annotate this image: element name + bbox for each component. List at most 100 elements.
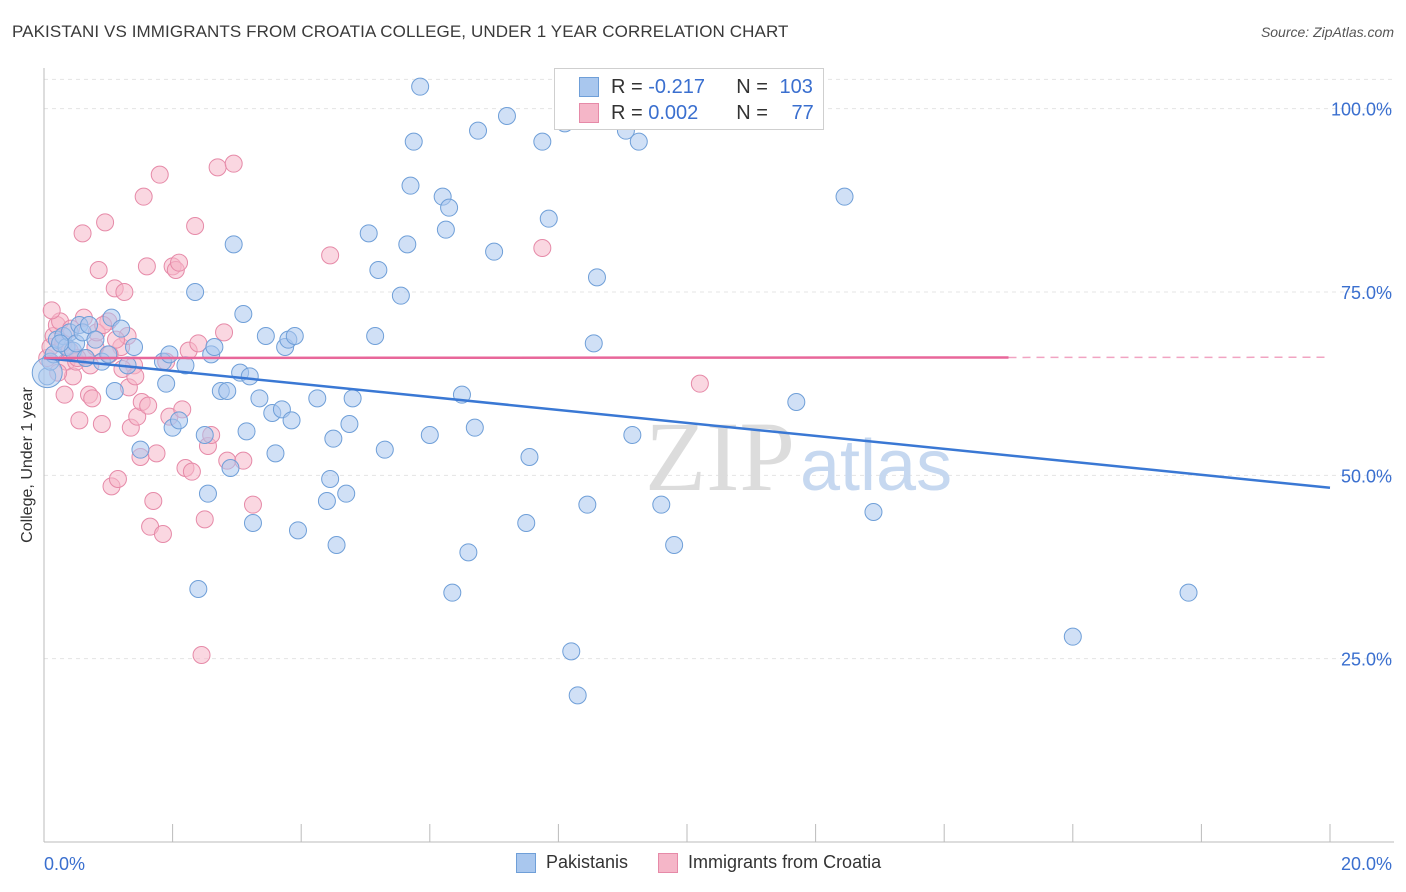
pakistani-point	[391, 286, 410, 305]
y-tick-label: 75.0%	[1341, 283, 1392, 303]
pakistani-point	[398, 235, 417, 254]
pakistani-point	[195, 426, 214, 444]
croatia-point	[182, 462, 201, 481]
pakistani-point	[465, 418, 484, 437]
pakistani-point	[539, 209, 558, 228]
croatia-point	[195, 510, 214, 529]
pakistani-point	[584, 334, 603, 353]
pakistani-point	[256, 327, 275, 345]
pakistani-point	[420, 426, 439, 444]
pakistani-point	[250, 389, 269, 408]
pakistani-point	[787, 393, 806, 411]
pakistani-point	[568, 686, 587, 705]
legend-swatch-blue	[579, 77, 599, 97]
watermark-atlas: atlas	[800, 426, 952, 506]
pakistani-point	[112, 319, 131, 338]
pakistani-point	[125, 338, 144, 356]
y-tick-label: 50.0%	[1341, 466, 1392, 486]
legend-r-value: 0.002	[648, 101, 699, 124]
croatia-point	[153, 525, 172, 543]
legend-n-value: 77	[791, 101, 814, 124]
croatia-point	[134, 187, 153, 206]
pakistani-point	[198, 484, 217, 503]
croatia-point	[83, 389, 102, 408]
croatia-point	[42, 301, 61, 320]
pakistani-point	[497, 107, 516, 125]
trend-line-croatia	[43, 356, 1009, 360]
pakistani-point	[629, 132, 648, 151]
pakistani-point	[170, 411, 189, 430]
legend-label-pakistanis: Pakistanis	[546, 852, 629, 872]
legend-n-label: N =	[736, 101, 774, 124]
pakistani-point	[1179, 583, 1198, 602]
y-tick-label: 100.0%	[1331, 100, 1392, 120]
pakistani-point	[308, 389, 327, 408]
croatia-point	[170, 253, 189, 272]
pakistani-point	[665, 536, 684, 554]
pakistani-point	[282, 411, 301, 430]
pakistani-point	[205, 338, 224, 356]
pakistani-point	[234, 305, 253, 323]
croatia-point	[533, 239, 552, 257]
trend-lines	[43, 356, 1331, 490]
pakistani-point	[366, 327, 385, 345]
croatia-point	[115, 283, 134, 301]
pakistani-point	[327, 536, 346, 554]
pakistani-point	[86, 330, 105, 349]
legend-n-label: N =	[736, 75, 774, 98]
pakistani-point	[404, 132, 423, 151]
legend-r-label: R =	[611, 75, 649, 98]
pakistani-point	[562, 642, 581, 661]
legend-swatch-blue	[516, 852, 536, 873]
pakistani-point	[343, 389, 362, 408]
series-legend: Pakistanis Immigrants from Croatia	[516, 852, 911, 873]
y-tick-label: 25.0%	[1341, 650, 1392, 670]
pakistani-point	[436, 220, 455, 239]
croatia-point	[89, 261, 108, 279]
chart-title: PAKISTANI VS IMMIGRANTS FROM CROATIA COL…	[12, 22, 789, 41]
x-tick-label-max: 20.0%	[1341, 854, 1392, 874]
pakistani-point	[459, 543, 478, 562]
pakistani-point	[240, 367, 259, 386]
pakistani-point	[224, 235, 243, 254]
pakistani-point	[587, 268, 606, 287]
pakistani-point	[369, 261, 388, 279]
croatia-point	[186, 217, 205, 235]
legend-r-value: -0.217	[648, 75, 705, 98]
axes	[43, 68, 1394, 843]
pakistani-point	[359, 224, 378, 243]
pakistani-point-cluster	[31, 357, 63, 389]
pakistani-point	[401, 176, 420, 195]
croatia-point	[150, 165, 169, 184]
pakistani-points	[31, 74, 1198, 705]
pakistani-point	[51, 334, 70, 353]
legend-swatch-pink	[579, 103, 599, 123]
pakistani-point	[485, 242, 504, 261]
pakistani-point	[99, 345, 118, 364]
pakistani-point	[266, 444, 285, 463]
pakistani-point	[218, 382, 237, 400]
source-label: Source: ZipAtlas.com	[1260, 24, 1394, 40]
legend-item-croatia[interactable]: Immigrants from Croatia	[658, 852, 881, 873]
legend-n-value: 103	[779, 75, 813, 98]
pakistani-point	[189, 580, 208, 598]
pakistani-point	[340, 415, 359, 433]
tick-labels: 25.0% 50.0% 75.0% 100.0% 0.0% 20.0%	[44, 100, 1392, 874]
pakistani-point	[375, 440, 394, 459]
pakistani-point	[243, 514, 262, 532]
pakistani-point	[157, 374, 176, 393]
pakistani-point	[411, 77, 430, 96]
pakistani-point	[288, 521, 307, 540]
pakistani-point	[221, 459, 240, 477]
trend-line-pakistanis	[43, 356, 1331, 490]
croatia-point	[224, 154, 243, 173]
croatia-point	[215, 323, 234, 342]
pakistani-point	[440, 198, 459, 217]
croatia-point	[92, 415, 111, 433]
legend-item-pakistanis[interactable]: Pakistanis	[516, 852, 628, 873]
pakistani-point	[321, 470, 340, 488]
croatia-point	[139, 396, 158, 415]
pakistani-point	[864, 503, 883, 521]
legend-row-croatia: R = 0.002 N = 77	[579, 101, 814, 125]
